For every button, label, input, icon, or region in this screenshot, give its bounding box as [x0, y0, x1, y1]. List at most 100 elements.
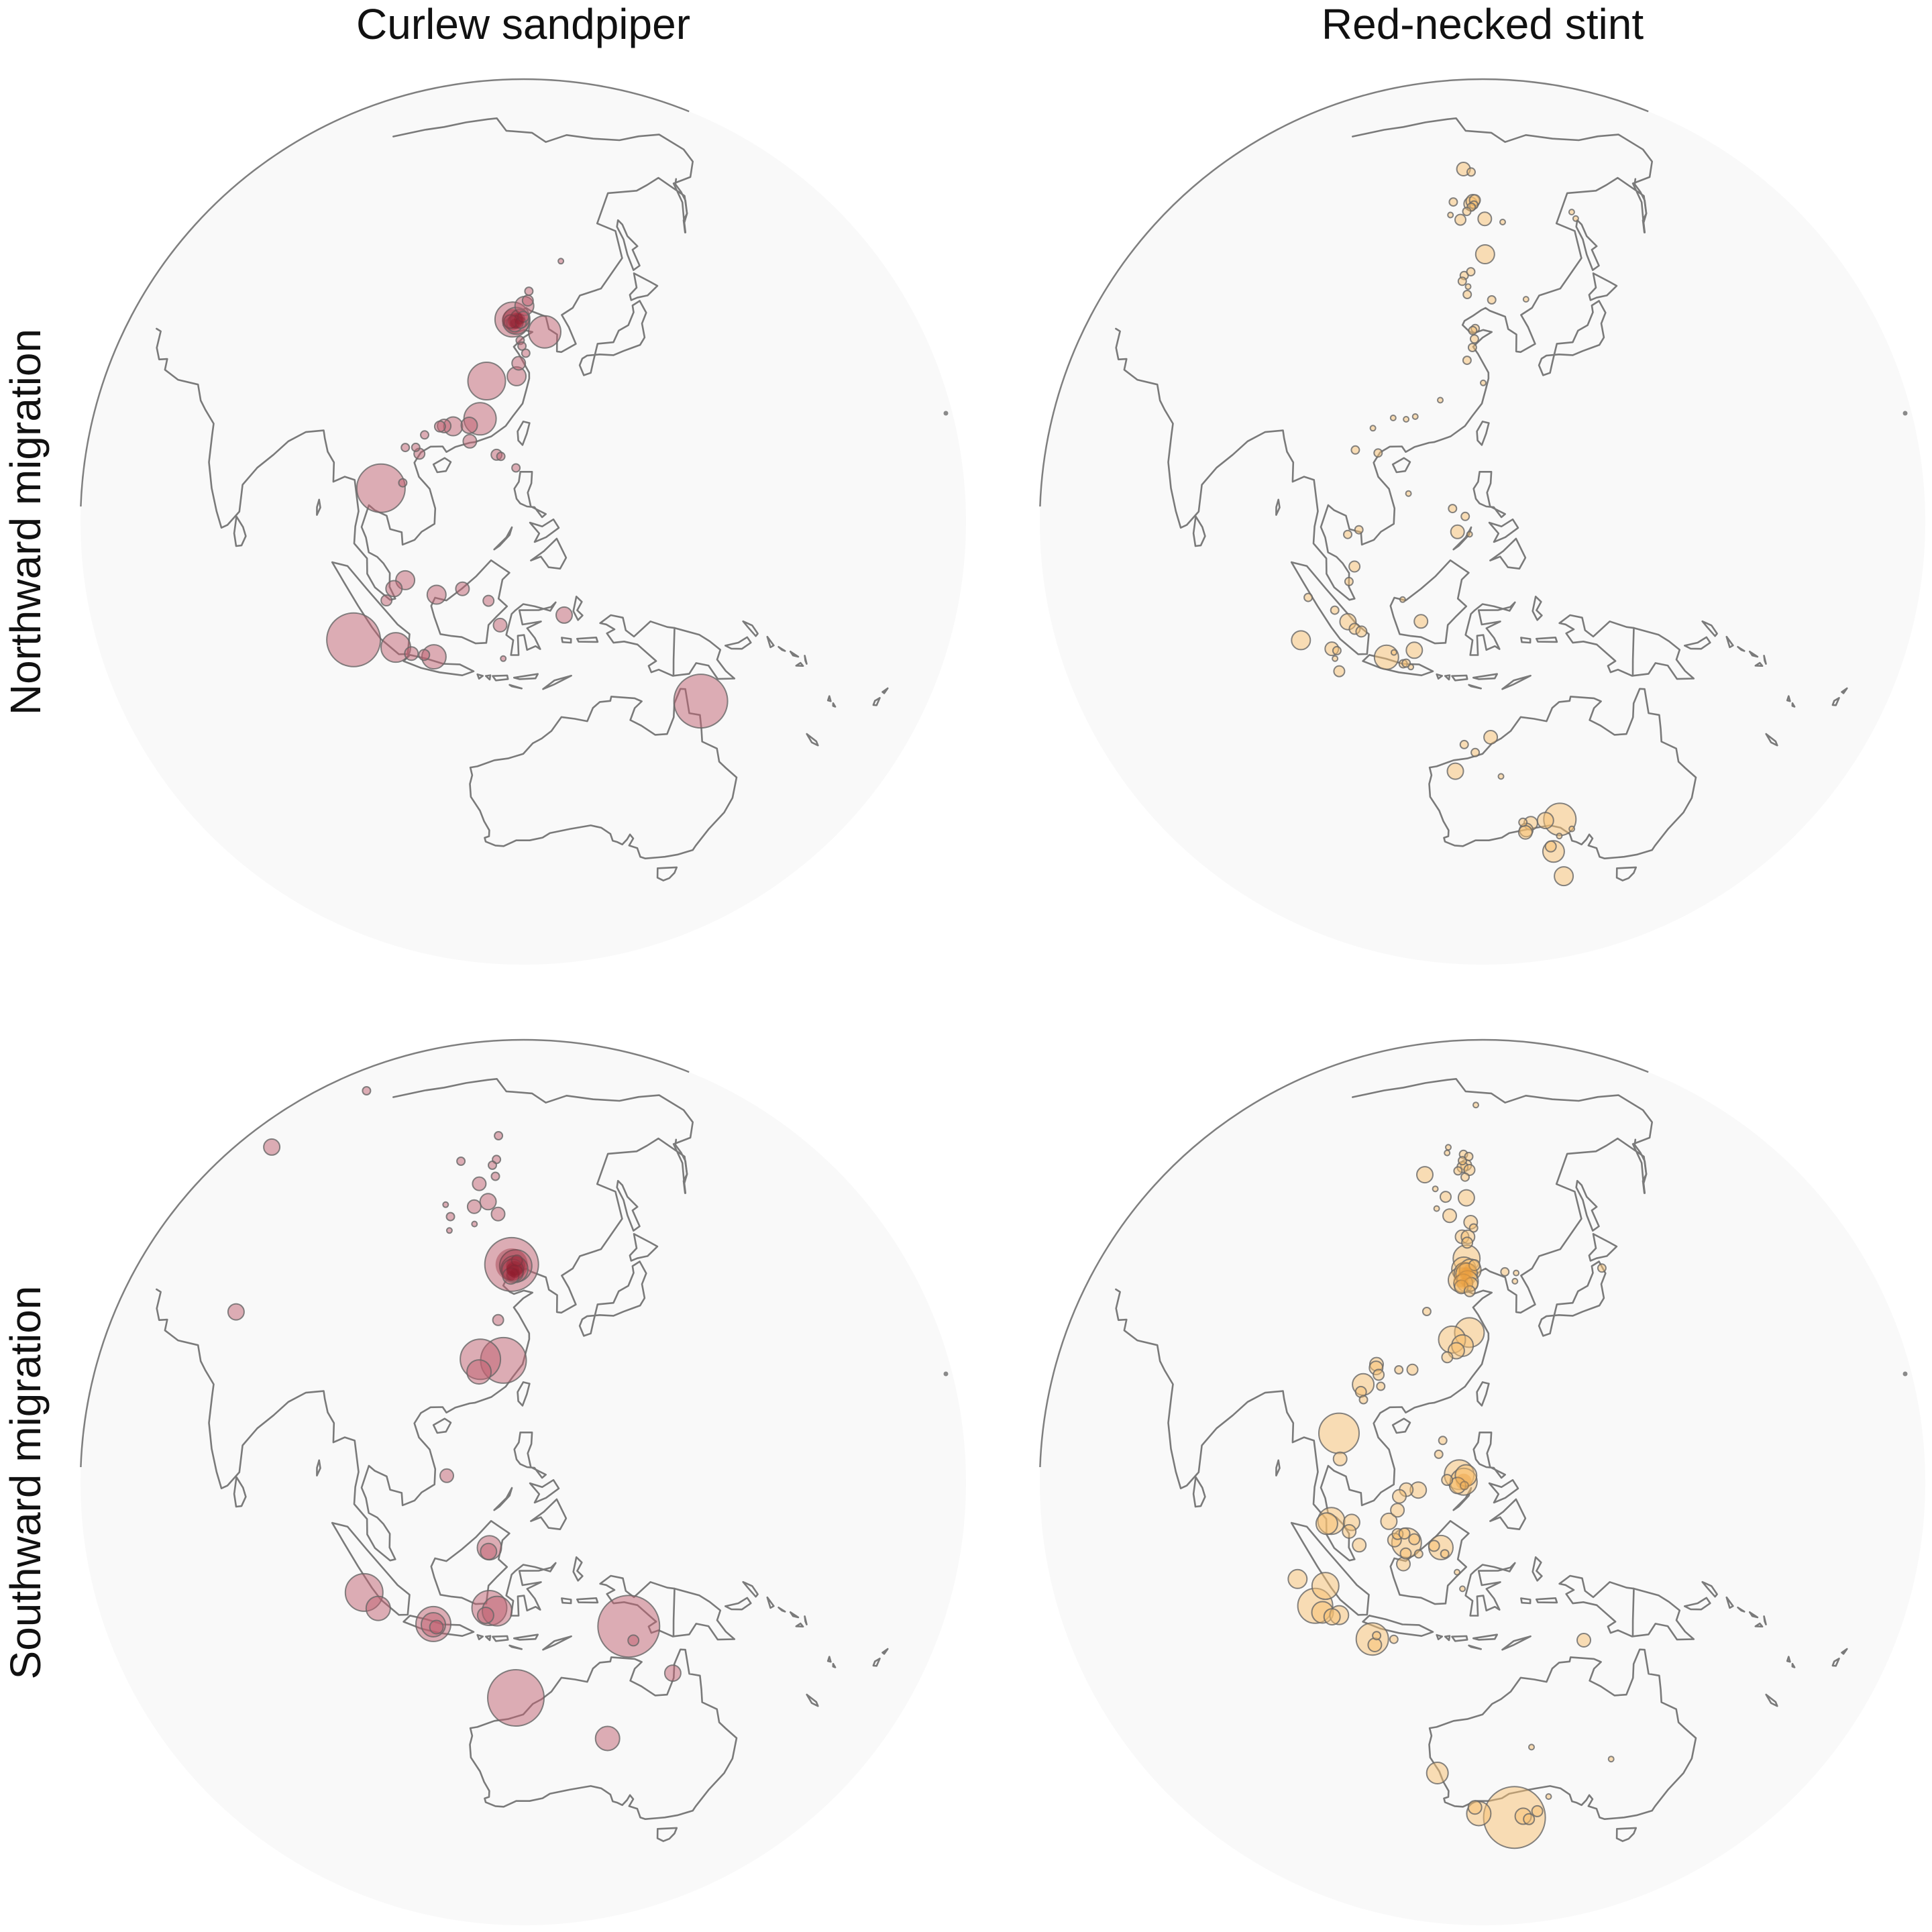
coastline [484, 674, 492, 681]
observation-site-marker [1405, 641, 1424, 659]
coastline [1520, 637, 1532, 644]
coastline [1451, 674, 1468, 682]
observation-site-marker [1330, 605, 1340, 615]
coastline [1791, 702, 1796, 708]
coastline [530, 1498, 568, 1530]
coastline [529, 1479, 560, 1504]
globe-horizon [1039, 78, 1649, 507]
observation-site-marker [1467, 343, 1477, 352]
coastline [1464, 1562, 1516, 1617]
coastline [1725, 1596, 1734, 1609]
observation-site-marker [1358, 1395, 1368, 1405]
globe-disc [80, 79, 966, 965]
coastline [804, 655, 808, 665]
observation-site-marker [502, 1267, 520, 1285]
observation-site-marker [1513, 1269, 1520, 1277]
coastline [484, 1635, 492, 1642]
coastline [1476, 1381, 1490, 1407]
observation-site-marker [1545, 1793, 1552, 1801]
observation-site-marker [480, 1542, 498, 1560]
coastline [1831, 1658, 1840, 1667]
observation-site-marker [1454, 1568, 1460, 1576]
coastline [469, 688, 738, 859]
observation-site-marker [227, 1303, 245, 1321]
observation-site-marker [433, 420, 446, 433]
coastline [1391, 457, 1411, 474]
coastline [1472, 471, 1506, 519]
coastline [576, 1597, 599, 1604]
observation-site-marker [365, 1595, 391, 1621]
observation-site-marker [1315, 1512, 1338, 1536]
observation-site-marker [1480, 379, 1487, 386]
coastline [430, 559, 511, 645]
observation-site-marker [1474, 244, 1495, 264]
observation-site-marker [1450, 524, 1465, 539]
coastline [1841, 687, 1848, 694]
dense-cluster-core [506, 1261, 523, 1277]
coastline [1444, 674, 1451, 681]
observation-site-marker [1483, 1786, 1546, 1849]
observation-site-marker [1536, 812, 1554, 830]
coastline [1192, 515, 1206, 547]
observation-site-marker [426, 584, 447, 605]
column-title-curlew-sandpiper: Curlew sandpiper [356, 0, 690, 48]
observation-site-marker [1390, 1503, 1405, 1518]
observation-site-marker [1464, 1152, 1474, 1161]
observation-site-marker [1392, 1489, 1407, 1504]
globe-disc [1040, 1040, 1925, 1925]
observation-site-marker [445, 1227, 453, 1234]
observation-site-marker [420, 430, 429, 440]
observation-site-marker [1403, 416, 1410, 423]
coastline [233, 1476, 247, 1508]
coastline [1749, 651, 1759, 658]
observation-site-marker [1373, 644, 1399, 670]
rim-marker [943, 1371, 949, 1377]
coastline [1436, 673, 1443, 680]
coastline [1536, 1597, 1558, 1604]
coastline [316, 498, 321, 516]
coastline [1538, 300, 1607, 376]
observation-site-marker [1426, 1762, 1449, 1784]
observation-site-marker [476, 1607, 494, 1624]
coastline [505, 601, 557, 656]
observation-site-marker [1291, 630, 1311, 651]
coastline [1464, 601, 1516, 656]
observation-site-marker [511, 1254, 523, 1267]
coastline [1538, 1260, 1607, 1337]
observation-site-marker [517, 341, 527, 351]
observation-site-marker [1607, 1756, 1615, 1763]
coastline [1754, 661, 1764, 667]
observation-site-marker [471, 1220, 478, 1228]
coastline [1575, 1179, 1600, 1232]
coastline [790, 1611, 800, 1619]
coastline [508, 684, 523, 690]
observation-site-marker [521, 348, 531, 358]
dense-cluster-core [508, 313, 525, 329]
observation-site-marker [1468, 1259, 1481, 1271]
coastline [599, 614, 736, 680]
coastline [1192, 1476, 1206, 1508]
observation-site-marker [1355, 625, 1368, 638]
observation-site-marker [263, 1138, 281, 1156]
observation-site-marker [490, 1171, 500, 1181]
observation-site-marker [1390, 649, 1397, 656]
observation-site-marker [1350, 445, 1360, 455]
coastline [1489, 1498, 1527, 1530]
coastline [674, 1138, 688, 1194]
coastline [578, 1260, 647, 1337]
coastline [629, 272, 659, 301]
observation-site-marker [1432, 1185, 1439, 1193]
coastline [492, 674, 509, 682]
coastline [806, 733, 819, 747]
observation-site-marker [1457, 1189, 1475, 1207]
coastline [1451, 1635, 1468, 1642]
observation-site-marker [1372, 1631, 1382, 1641]
observation-site-marker [1343, 529, 1352, 539]
observation-site-marker [1441, 1474, 1454, 1487]
observation-site-marker [380, 594, 393, 606]
observation-site-marker [1428, 1540, 1440, 1552]
coastline [1765, 733, 1778, 747]
map-panel-stint-southward [1039, 1038, 1925, 1925]
observation-site-marker [1408, 1533, 1421, 1546]
observation-site-marker [1448, 504, 1458, 514]
